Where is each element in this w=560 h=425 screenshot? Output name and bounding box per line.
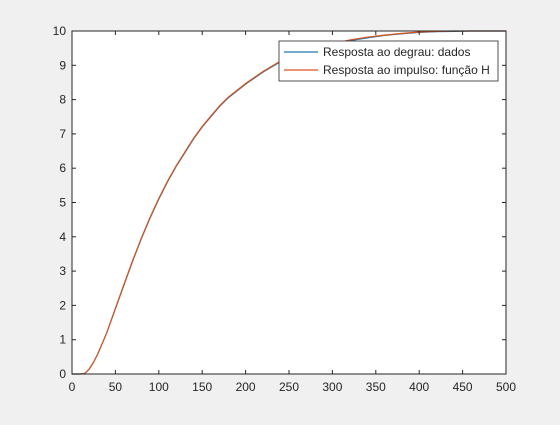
x-tick-label: 50	[109, 380, 123, 394]
x-tick-label: 500	[496, 380, 516, 394]
x-axis: 0 50 100 150 200 250 300 350 400 450 500	[69, 31, 516, 394]
y-tick-label: 5	[59, 196, 66, 210]
x-tick-label: 250	[279, 380, 299, 394]
y-tick-label: 6	[59, 161, 66, 175]
y-tick-label: 1	[59, 333, 66, 347]
x-tick-label: 350	[366, 380, 386, 394]
y-axis: 0 1 2 3 4 5 6 7 8 9 10	[53, 24, 506, 381]
legend: Resposta ao degrau: dados Resposta ao im…	[278, 40, 499, 82]
y-tick-label: 10	[53, 24, 67, 38]
x-tick-label: 100	[149, 380, 169, 394]
x-tick-label: 300	[322, 380, 342, 394]
y-tick-label: 0	[59, 367, 66, 381]
series-layer	[72, 30, 506, 375]
plot-area	[72, 31, 506, 374]
x-tick-label: 150	[192, 380, 212, 394]
y-tick-label: 9	[59, 58, 66, 72]
y-tick-label: 2	[59, 298, 66, 312]
x-tick-label: 200	[236, 380, 256, 394]
x-tick-label: 450	[453, 380, 473, 394]
y-tick-label: 8	[59, 93, 66, 107]
legend-label-impulse: Resposta ao impulso: função H	[323, 63, 490, 77]
series-line-1	[72, 30, 506, 375]
x-tick-label: 0	[69, 380, 76, 394]
y-tick-label: 3	[59, 264, 66, 278]
legend-box	[278, 40, 499, 82]
legend-label-step: Resposta ao degrau: dados	[323, 45, 470, 59]
y-tick-label: 7	[59, 127, 66, 141]
y-tick-label: 4	[59, 230, 66, 244]
x-tick-label: 400	[409, 380, 429, 394]
